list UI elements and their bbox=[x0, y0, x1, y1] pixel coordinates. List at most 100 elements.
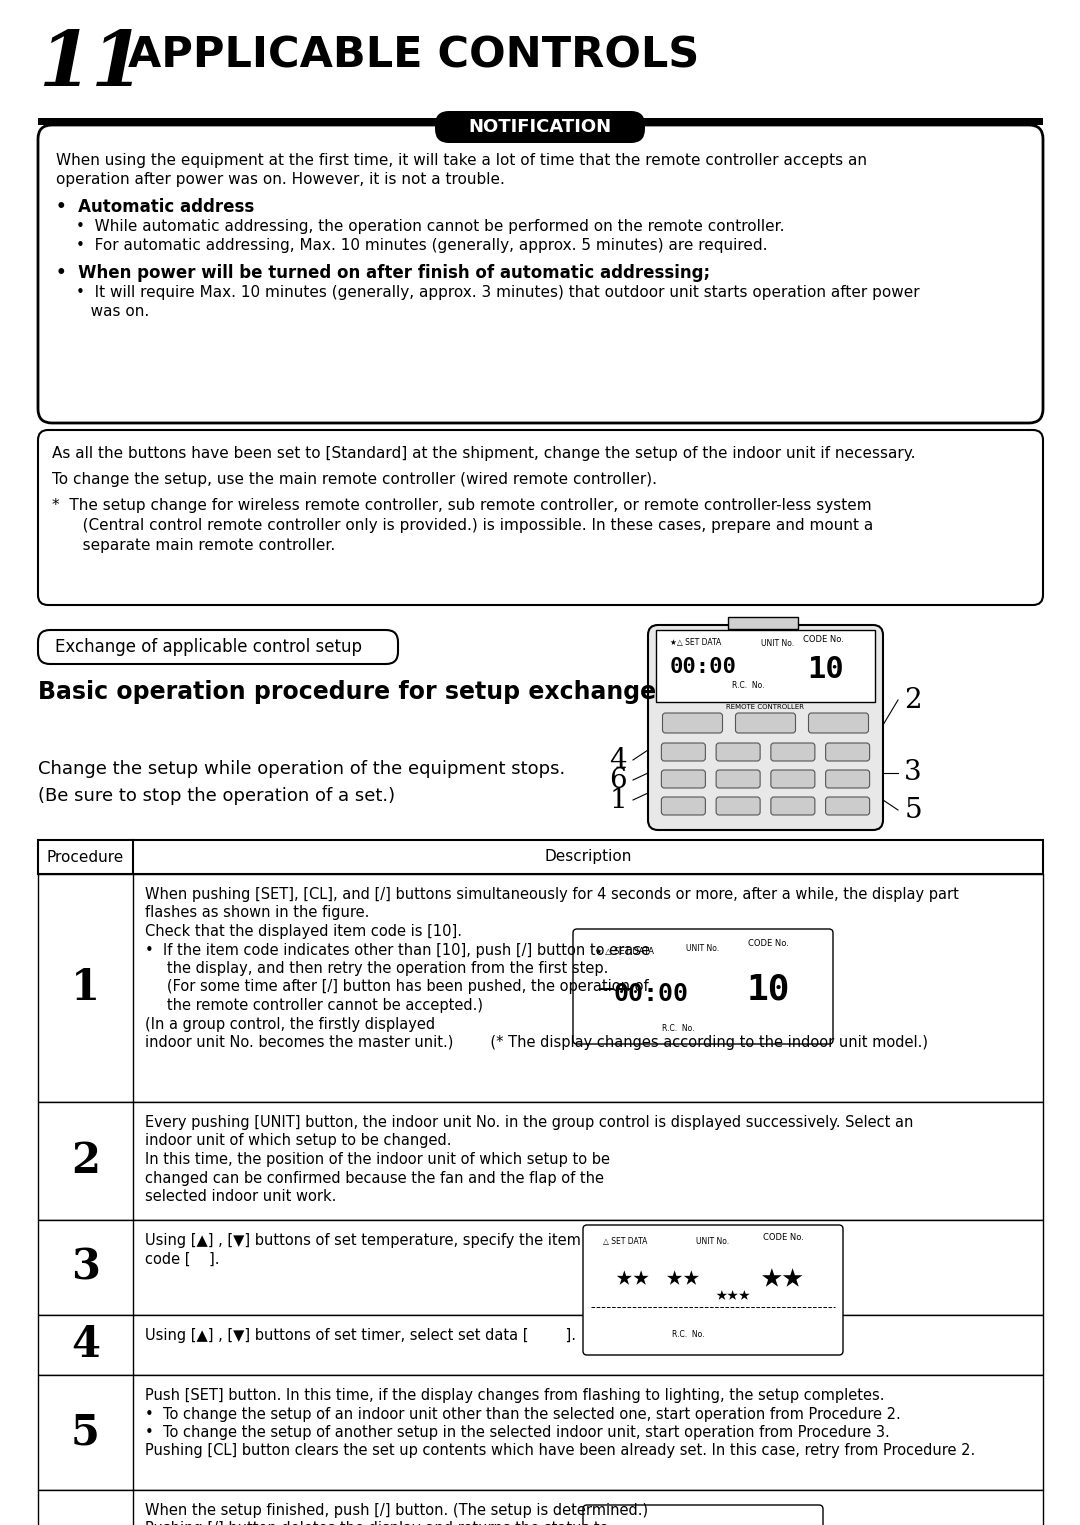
Text: CODE No.: CODE No. bbox=[762, 1234, 804, 1241]
Text: Change the setup while operation of the equipment stops.: Change the setup while operation of the … bbox=[38, 759, 565, 778]
Text: REMOTE CONTROLLER: REMOTE CONTROLLER bbox=[726, 705, 804, 711]
Text: indoor unit No. becomes the master unit.)        (* The display changes accordin: indoor unit No. becomes the master unit.… bbox=[145, 1035, 928, 1051]
Text: Push [SET] button. In this time, if the display changes from flashing to lightin: Push [SET] button. In this time, if the … bbox=[145, 1388, 885, 1403]
Text: ★★: ★★ bbox=[761, 1260, 805, 1295]
Text: 6: 6 bbox=[609, 767, 626, 793]
Bar bbox=[656, 630, 875, 702]
Bar bbox=[38, 117, 1043, 125]
Text: 3: 3 bbox=[71, 1246, 100, 1289]
Text: 10: 10 bbox=[808, 656, 845, 685]
Text: 2: 2 bbox=[904, 686, 922, 714]
FancyBboxPatch shape bbox=[716, 770, 760, 788]
Text: code [    ].: code [ ]. bbox=[145, 1252, 219, 1266]
Text: APPLICABLE CONTROLS: APPLICABLE CONTROLS bbox=[129, 34, 699, 76]
Text: As all the buttons have been set to [Standard] at the shipment, change the setup: As all the buttons have been set to [Sta… bbox=[52, 445, 916, 461]
Text: •  To change the setup of an indoor unit other than the selected one, start oper: • To change the setup of an indoor unit … bbox=[145, 1406, 901, 1421]
Text: 3: 3 bbox=[904, 759, 922, 787]
FancyBboxPatch shape bbox=[435, 111, 645, 143]
Bar bbox=[38, 1490, 1043, 1525]
Text: operation after power was on. However, it is not a trouble.: operation after power was on. However, i… bbox=[56, 172, 504, 188]
Text: CODE No.: CODE No. bbox=[747, 939, 788, 949]
Text: 10: 10 bbox=[746, 971, 789, 1007]
Bar bbox=[38, 1103, 1043, 1220]
Text: Basic operation procedure for setup exchange: Basic operation procedure for setup exch… bbox=[38, 680, 657, 705]
FancyBboxPatch shape bbox=[771, 743, 815, 761]
Text: ★★★: ★★★ bbox=[715, 1286, 751, 1304]
Text: *  The setup change for wireless remote controller, sub remote controller, or re: * The setup change for wireless remote c… bbox=[52, 499, 872, 512]
Text: Procedure: Procedure bbox=[46, 849, 124, 865]
Text: •  When power will be turned on after finish of automatic addressing;: • When power will be turned on after fin… bbox=[56, 264, 711, 282]
FancyBboxPatch shape bbox=[648, 625, 883, 830]
Text: △ SET DATA: △ SET DATA bbox=[603, 1237, 647, 1246]
Text: the display, and then retry the operation from the first step.: the display, and then retry the operatio… bbox=[153, 961, 608, 976]
Bar bbox=[38, 840, 1043, 874]
Text: indoor unit of which setup to be changed.: indoor unit of which setup to be changed… bbox=[145, 1133, 451, 1148]
Text: 5: 5 bbox=[904, 796, 922, 824]
Text: NOTIFICATION: NOTIFICATION bbox=[469, 117, 611, 136]
Text: UNIT No.: UNIT No. bbox=[761, 639, 795, 648]
Text: •  If the item code indicates other than [10], push [/] button to erase: • If the item code indicates other than … bbox=[145, 942, 650, 958]
Text: When using the equipment at the first time, it will take a lot of time that the : When using the equipment at the first ti… bbox=[56, 152, 867, 168]
FancyBboxPatch shape bbox=[583, 1225, 843, 1356]
Text: •  For automatic addressing, Max. 10 minutes (generally, approx. 5 minutes) are : • For automatic addressing, Max. 10 minu… bbox=[76, 238, 768, 253]
Text: ★△ SET DATA: ★△ SET DATA bbox=[670, 639, 721, 648]
Bar bbox=[38, 1220, 1043, 1315]
Text: •  It will require Max. 10 minutes (generally, approx. 3 minutes) that outdoor u: • It will require Max. 10 minutes (gener… bbox=[76, 285, 920, 300]
Text: the remote controller cannot be accepted.): the remote controller cannot be accepted… bbox=[153, 997, 483, 1013]
Text: Using [▲] , [▼] buttons of set timer, select set data [        ].: Using [▲] , [▼] buttons of set timer, se… bbox=[145, 1328, 576, 1344]
FancyBboxPatch shape bbox=[716, 798, 760, 814]
Bar bbox=[38, 874, 1043, 1103]
Text: CODE No.: CODE No. bbox=[802, 636, 843, 645]
Text: (For some time after [/] button has been pushed, the operation of: (For some time after [/] button has been… bbox=[153, 979, 649, 994]
Bar bbox=[38, 1315, 1043, 1376]
Text: flashes as shown in the figure.: flashes as shown in the figure. bbox=[145, 906, 369, 921]
Text: R.C.  No.: R.C. No. bbox=[672, 1330, 704, 1339]
FancyBboxPatch shape bbox=[716, 743, 760, 761]
Text: 1: 1 bbox=[71, 967, 100, 1010]
FancyBboxPatch shape bbox=[809, 714, 868, 734]
Text: (Be sure to stop the operation of a set.): (Be sure to stop the operation of a set.… bbox=[38, 787, 395, 805]
Text: changed can be confirmed because the fan and the flap of the: changed can be confirmed because the fan… bbox=[145, 1171, 604, 1185]
FancyBboxPatch shape bbox=[661, 798, 705, 814]
FancyBboxPatch shape bbox=[825, 743, 869, 761]
Text: ★★ ★★: ★★ ★★ bbox=[616, 1263, 700, 1292]
FancyBboxPatch shape bbox=[38, 125, 1043, 422]
FancyBboxPatch shape bbox=[573, 929, 833, 1045]
Bar bbox=[38, 1376, 1043, 1490]
FancyBboxPatch shape bbox=[662, 714, 723, 734]
Bar bbox=[728, 618, 798, 628]
Text: Using [▲] , [▼] buttons of set temperature, specify the item: Using [▲] , [▼] buttons of set temperatu… bbox=[145, 1234, 581, 1247]
Text: 4: 4 bbox=[71, 1324, 100, 1366]
Text: Pushing [/] button deletes the display and returns the status to: Pushing [/] button deletes the display a… bbox=[145, 1522, 608, 1525]
Text: UNIT No.: UNIT No. bbox=[697, 1237, 730, 1246]
FancyBboxPatch shape bbox=[661, 743, 705, 761]
Text: R.C.  No.: R.C. No. bbox=[662, 1023, 694, 1032]
Text: UNIT No.: UNIT No. bbox=[687, 944, 719, 953]
FancyBboxPatch shape bbox=[771, 770, 815, 788]
FancyBboxPatch shape bbox=[38, 630, 399, 663]
Text: 00:00: 00:00 bbox=[613, 982, 689, 1006]
Text: was on.: was on. bbox=[76, 303, 149, 319]
Text: selected indoor unit work.: selected indoor unit work. bbox=[145, 1190, 336, 1205]
Text: 11: 11 bbox=[38, 27, 145, 102]
Text: Check that the displayed item code is [10].: Check that the displayed item code is [1… bbox=[145, 924, 462, 939]
FancyBboxPatch shape bbox=[583, 1505, 823, 1525]
Text: Description: Description bbox=[544, 849, 632, 865]
Text: Every pushing [UNIT] button, the indoor unit No. in the group control is display: Every pushing [UNIT] button, the indoor … bbox=[145, 1115, 914, 1130]
Text: separate main remote controller.: separate main remote controller. bbox=[68, 538, 335, 554]
Text: 2: 2 bbox=[71, 1141, 100, 1182]
Text: When pushing [SET], [CL], and [/] buttons simultaneously for 4 seconds or more, : When pushing [SET], [CL], and [/] button… bbox=[145, 888, 959, 901]
Text: 5: 5 bbox=[71, 1412, 100, 1453]
FancyBboxPatch shape bbox=[735, 714, 796, 734]
FancyBboxPatch shape bbox=[38, 430, 1043, 605]
Text: In this time, the position of the indoor unit of which setup to be: In this time, the position of the indoor… bbox=[145, 1151, 610, 1167]
FancyBboxPatch shape bbox=[771, 798, 815, 814]
Text: ★ △ SET DATA: ★ △ SET DATA bbox=[595, 947, 654, 956]
FancyBboxPatch shape bbox=[825, 770, 869, 788]
Text: R.C.  No.: R.C. No. bbox=[732, 680, 765, 689]
Text: 1: 1 bbox=[609, 787, 626, 813]
Text: Pushing [CL] button clears the set up contents which have been already set. In t: Pushing [CL] button clears the set up co… bbox=[145, 1444, 975, 1458]
Text: •  To change the setup of another setup in the selected indoor unit, start opera: • To change the setup of another setup i… bbox=[145, 1424, 890, 1440]
Text: 00:00: 00:00 bbox=[670, 657, 737, 677]
FancyBboxPatch shape bbox=[661, 770, 705, 788]
